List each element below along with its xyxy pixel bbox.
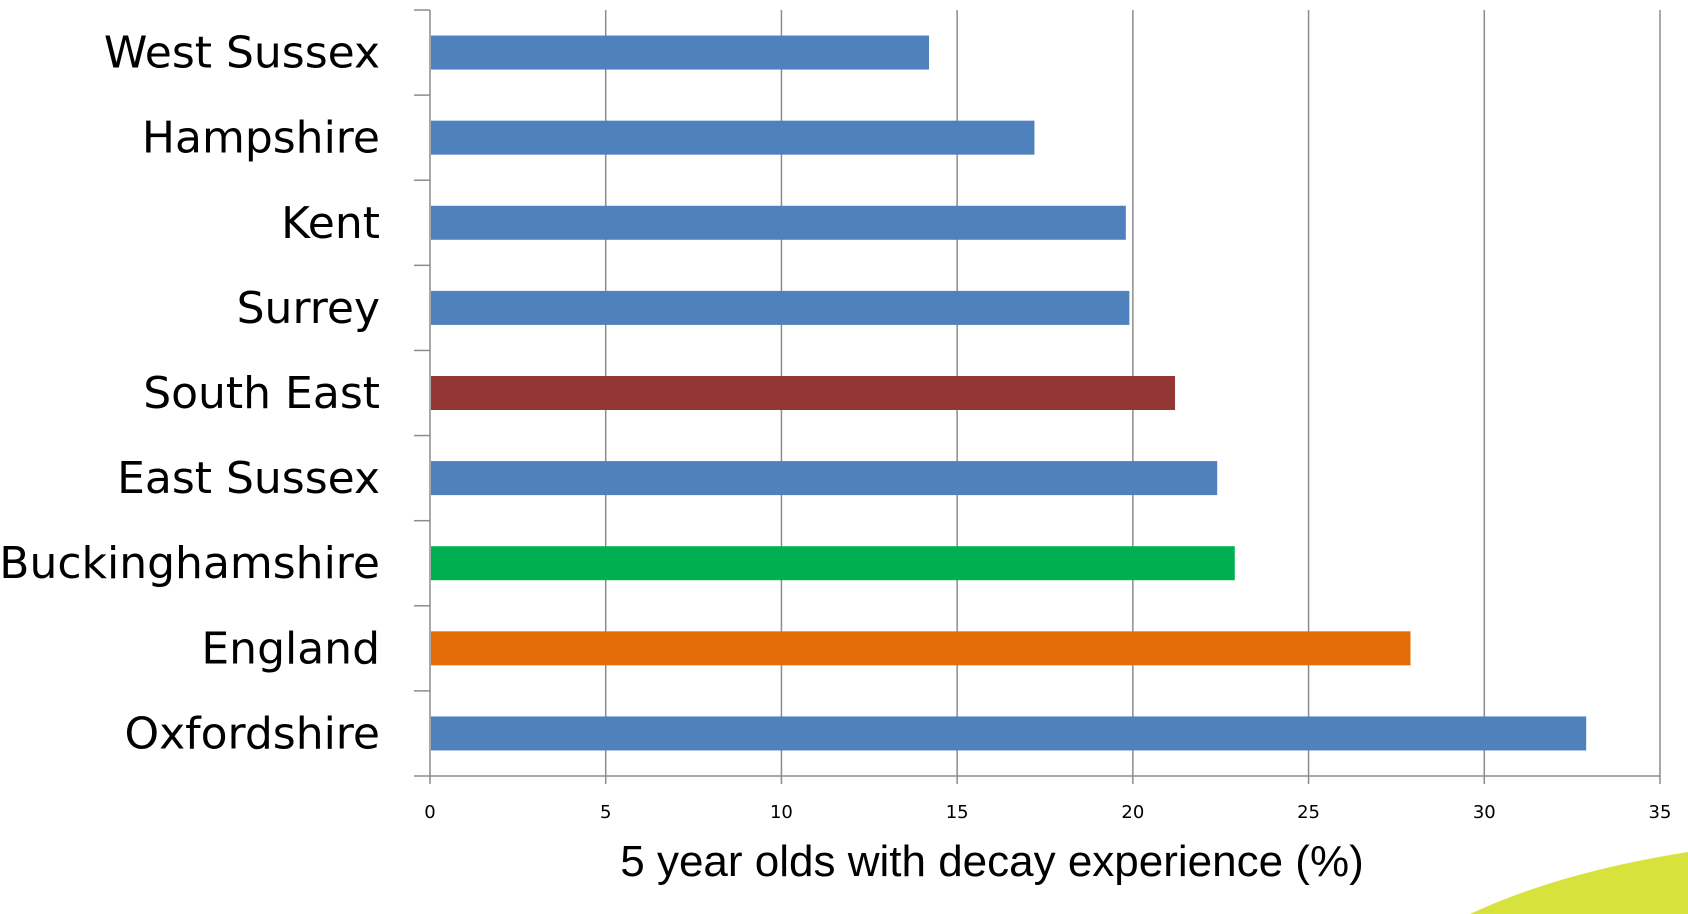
bar (431, 290, 1130, 325)
x-tick-label: 20 (1121, 802, 1144, 823)
bars (431, 35, 1587, 751)
x-tick-label: 0 (424, 802, 435, 823)
decorative-swoosh (1470, 852, 1688, 914)
x-tick-label: 35 (1649, 802, 1672, 823)
bar (431, 376, 1176, 410)
bar (431, 631, 1411, 666)
x-axis-title: 5 year olds with decay experience (%) (620, 837, 1363, 886)
category-label: Kent (281, 198, 380, 249)
category-label: Buckinghamshire (0, 538, 380, 589)
x-tick-label: 5 (600, 802, 611, 823)
x-tick-label: 25 (1297, 802, 1320, 823)
bar (431, 120, 1035, 155)
category-label: West Sussex (104, 28, 380, 79)
x-tick-label: 30 (1473, 802, 1496, 823)
category-label: England (201, 623, 380, 674)
axes (414, 9, 1661, 784)
category-label: Hampshire (142, 113, 380, 164)
category-labels: West Sussex Hampshire Kent Surrey South East… (0, 28, 380, 760)
x-tick-label: 10 (770, 802, 793, 823)
bar (431, 461, 1218, 496)
x-tick-label: 15 (946, 802, 969, 823)
bar (431, 205, 1126, 240)
tick-labels: 0 5 10 15 20 25 30 35 (424, 802, 1671, 823)
category-label: Oxfordshire (124, 708, 380, 759)
bar (431, 35, 930, 70)
bar (431, 546, 1235, 581)
category-label: South East (143, 368, 380, 419)
bar (431, 716, 1587, 751)
category-label: Surrey (237, 283, 380, 334)
category-label: East Sussex (117, 453, 380, 504)
